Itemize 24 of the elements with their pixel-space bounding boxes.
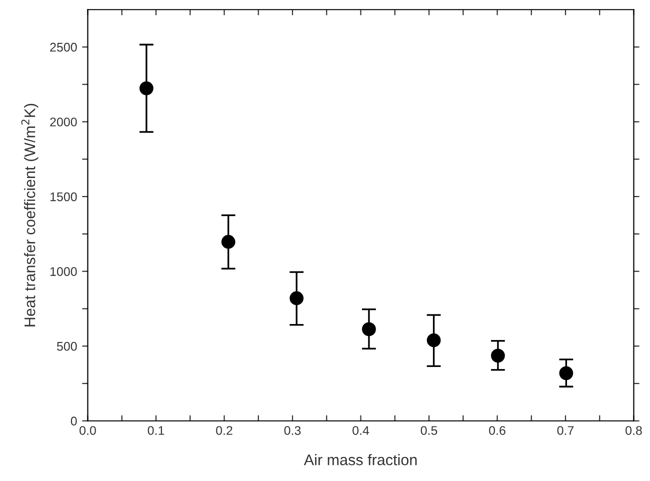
x-tick-label: 0.8 bbox=[626, 426, 642, 435]
x-axis-title: Air mass fraction bbox=[304, 454, 417, 466]
y-tick-label: 2000 bbox=[50, 118, 77, 126]
x-tick-label: 0.5 bbox=[420, 426, 438, 435]
y-tick-label: 500 bbox=[56, 342, 77, 351]
point bbox=[140, 81, 154, 96]
point bbox=[426, 333, 441, 348]
y-tick-label: 1500 bbox=[50, 192, 77, 202]
x-tick-label: 0.4 bbox=[352, 426, 370, 435]
point bbox=[290, 291, 304, 306]
x-tick-label: 0.0 bbox=[80, 426, 96, 435]
x-tick-label: 0.7 bbox=[557, 426, 574, 435]
x-tick-label: 0.6 bbox=[489, 426, 506, 435]
y-tick-label: 2500 bbox=[50, 42, 77, 52]
point bbox=[559, 366, 574, 380]
y-tick-label: 0 bbox=[70, 416, 77, 426]
y-tick-label: 1000 bbox=[50, 267, 77, 276]
x-tick-label: 0.1 bbox=[148, 426, 164, 435]
point bbox=[490, 348, 505, 363]
y-axis-title: Heat transfer coefficient (W/m$^{2}$K) bbox=[21, 104, 38, 326]
x-tick-label: 0.2 bbox=[216, 426, 232, 435]
x-tick-label: 0.3 bbox=[284, 426, 301, 435]
point bbox=[221, 234, 236, 249]
point bbox=[362, 322, 376, 336]
